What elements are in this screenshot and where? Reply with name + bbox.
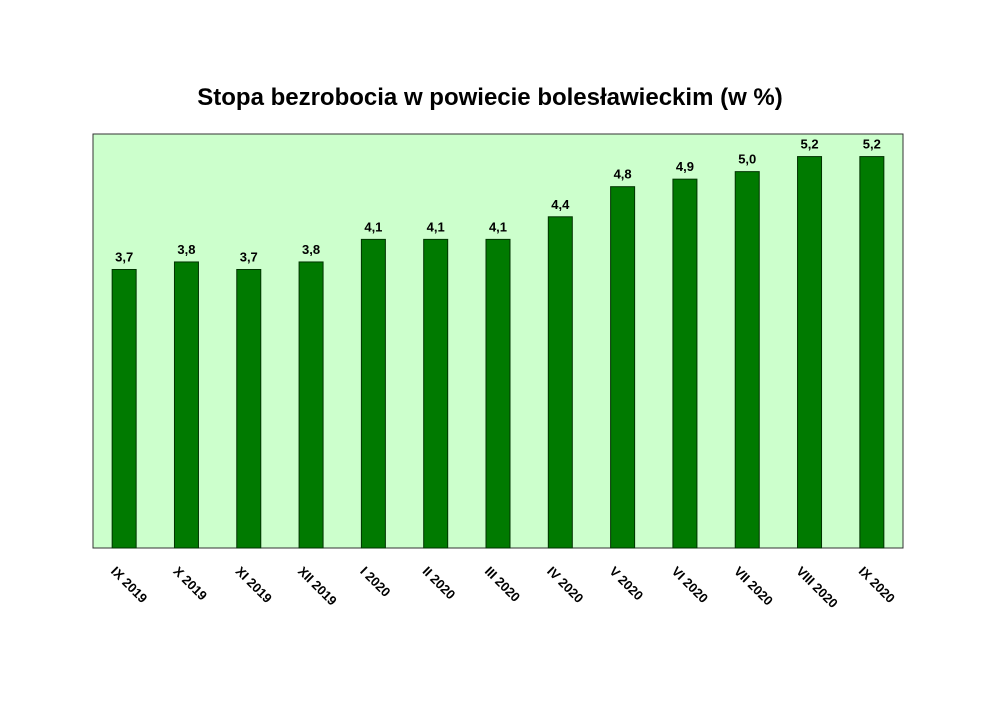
data-label-11: 5,0 (738, 152, 756, 167)
bar-8 (547, 216, 573, 549)
bar-4 (298, 261, 324, 549)
x-tick-label-6: II 2020 (420, 564, 459, 603)
x-tick-label-11: VII 2020 (731, 564, 776, 609)
x-tick-label-10: VI 2020 (669, 564, 711, 606)
bar-6 (423, 238, 449, 549)
bar-5 (360, 238, 386, 549)
data-label-9: 4,8 (614, 167, 632, 182)
data-label-2: 3,8 (177, 242, 195, 257)
data-label-12: 5,2 (800, 137, 818, 152)
data-label-8: 4,4 (551, 197, 570, 212)
x-tick-label-1: IX 2019 (108, 564, 150, 606)
bar-13 (859, 156, 885, 549)
x-tick-label-13: IX 2020 (856, 564, 898, 606)
bar-2 (173, 261, 199, 549)
chart-title: Stopa bezrobocia w powiecie bolesławieck… (197, 84, 783, 111)
data-label-6: 4,1 (427, 219, 445, 234)
data-label-10: 4,9 (676, 159, 694, 174)
x-tick-label-4: XII 2019 (295, 564, 340, 609)
bar-9 (610, 186, 636, 549)
bars-group (111, 156, 885, 549)
bar-7 (485, 238, 511, 549)
data-label-3: 3,7 (240, 249, 258, 264)
x-tick-label-7: III 2020 (482, 564, 523, 605)
x-tick-label-8: IV 2020 (544, 564, 586, 606)
data-label-1: 3,7 (115, 249, 133, 264)
data-label-7: 4,1 (489, 219, 507, 234)
bar-10 (672, 178, 698, 549)
x-tick-label-9: V 2020 (606, 564, 646, 604)
x-tick-label-5: I 2020 (357, 564, 393, 600)
bar-11 (734, 171, 760, 549)
x-tick-label-3: XI 2019 (233, 564, 275, 606)
data-label-13: 5,2 (863, 137, 881, 152)
x-tick-label-2: X 2019 (170, 564, 210, 604)
data-label-4: 3,8 (302, 242, 320, 257)
x-tick-labels-group: IX 2019 X 2019 XI 2019 XII 2019 I 2020 II 202… (108, 564, 898, 611)
bar-12 (797, 156, 823, 549)
bar-3 (236, 268, 262, 549)
data-label-5: 4,1 (364, 219, 382, 234)
x-tick-label-12: VIII 2020 (793, 564, 840, 611)
bar-1 (111, 268, 137, 549)
data-labels-group: 3,7 3,8 3,7 3,8 4,1 4,1 4,1 4,4 4,8 4,9 5,0 5,2 5,2 (115, 137, 881, 265)
